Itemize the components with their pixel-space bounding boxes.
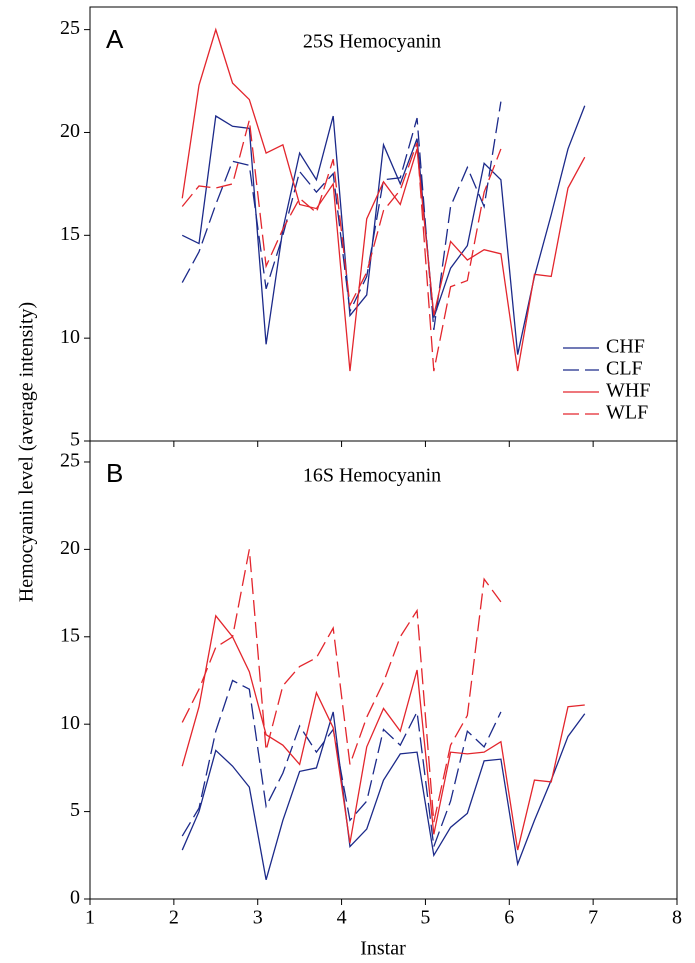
y-tick-label: 5 — [70, 429, 80, 451]
x-tick-label: 1 — [85, 907, 95, 929]
plot-frame — [89, 440, 678, 900]
x-tick-label: 4 — [337, 907, 347, 929]
y-tick-label: 0 — [70, 887, 80, 909]
panel-title: 25S Hemocyanin — [303, 31, 441, 53]
panel-title: 16S Hemocyanin — [303, 465, 441, 487]
panel-label: A — [106, 24, 124, 54]
series-line — [181, 711, 586, 880]
legend-label: CHF — [606, 336, 645, 358]
y-tick-label: 10 — [60, 326, 80, 348]
y-tick-label: 10 — [60, 712, 80, 734]
legend-label: WLF — [606, 402, 648, 424]
legend-label: CLF — [606, 358, 643, 380]
x-tick-label: 6 — [504, 907, 514, 929]
y-tick-label: 25 — [60, 450, 80, 472]
series-line — [181, 119, 502, 372]
series-line — [181, 679, 502, 847]
series-line — [181, 27, 586, 372]
y-tick-label: 25 — [60, 17, 80, 39]
x-tick-label: 7 — [588, 907, 598, 929]
plot-frame — [89, 6, 678, 442]
series-line — [181, 105, 586, 355]
y-tick-label: 5 — [70, 799, 80, 821]
series-line — [181, 614, 585, 851]
y-tick-label: 15 — [60, 223, 80, 245]
series-line — [181, 101, 502, 331]
series-line — [181, 549, 502, 823]
x-tick-label: 2 — [169, 907, 179, 929]
x-tick-label: 5 — [420, 907, 430, 929]
y-tick-label: 20 — [60, 537, 80, 559]
legend-label: WHF — [606, 380, 650, 402]
y-tick-label: 15 — [60, 624, 80, 646]
y-axis-label: Hemocyanin level (average intensity) — [16, 302, 38, 602]
x-tick-label: 3 — [253, 907, 263, 929]
panel-label: B — [106, 458, 123, 488]
y-tick-label: 20 — [60, 120, 80, 142]
x-axis-label: Instar — [360, 938, 406, 960]
x-tick-label: 8 — [672, 907, 682, 929]
